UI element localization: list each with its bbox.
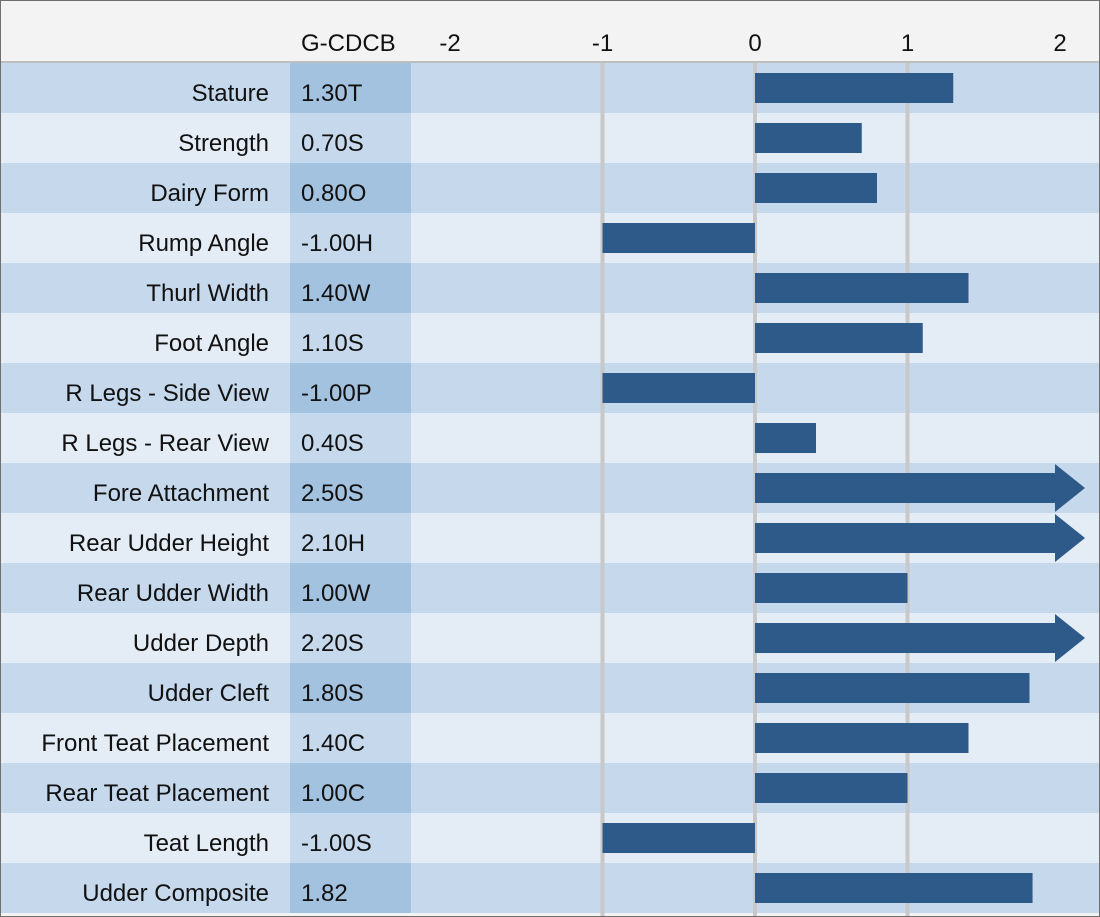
value-cell: [290, 813, 411, 863]
value-label: 1.82: [301, 880, 348, 907]
header-band: [1, 1, 1099, 62]
category-label: Front Teat Placement: [41, 730, 269, 757]
category-label: Thurl Width: [146, 280, 269, 307]
value-cell: [290, 563, 411, 613]
value-label: -1.00P: [301, 380, 372, 407]
value-cell: [290, 763, 411, 813]
value-cell: [290, 113, 411, 163]
category-label: Rear Teat Placement: [45, 780, 269, 807]
value-cell: [290, 463, 411, 513]
value-label: 0.40S: [301, 430, 364, 457]
bar: [755, 723, 969, 753]
value-label: 2.10H: [301, 530, 365, 557]
category-label: Udder Composite: [82, 880, 269, 907]
bar-overflow-arrow: [755, 464, 1085, 512]
row-band: [1, 363, 1099, 413]
category-label: Stature: [192, 80, 269, 107]
x-tick-label: -2: [439, 30, 460, 57]
x-tick-label: 1: [901, 30, 914, 57]
value-label: 1.30T: [301, 80, 363, 107]
row-band: [1, 563, 1099, 613]
value-label: 1.00W: [301, 580, 371, 607]
value-column-header: G-CDCB: [301, 30, 396, 57]
value-cell: [290, 413, 411, 463]
bar: [755, 323, 923, 353]
bar-overflow-arrow: [755, 514, 1085, 562]
row-band: [1, 413, 1099, 463]
bar-overflow-arrow: [755, 614, 1085, 662]
value-label: -1.00S: [301, 830, 372, 857]
value-cell: [290, 63, 411, 113]
value-label: 2.20S: [301, 630, 364, 657]
value-cell: [290, 263, 411, 313]
category-label: Rump Angle: [138, 230, 269, 257]
bar: [755, 273, 969, 303]
value-cell: [290, 663, 411, 713]
category-label: Dairy Form: [150, 180, 269, 207]
category-label: Udder Depth: [133, 630, 269, 657]
bar: [755, 173, 877, 203]
bar: [755, 423, 816, 453]
value-label: 1.80S: [301, 680, 364, 707]
value-cell: [290, 863, 411, 913]
category-label: Foot Angle: [154, 330, 269, 357]
value-cell: [290, 513, 411, 563]
bar: [755, 673, 1030, 703]
value-cell: [290, 713, 411, 763]
value-cell: [290, 363, 411, 413]
category-label: Teat Length: [144, 830, 269, 857]
category-label: Rear Udder Width: [77, 580, 269, 607]
value-label: 1.40C: [301, 730, 365, 757]
value-label: 0.70S: [301, 130, 364, 157]
bar: [602, 373, 755, 403]
bar: [755, 773, 908, 803]
bar: [602, 823, 755, 853]
category-label: Fore Attachment: [93, 480, 269, 507]
category-label: Strength: [178, 130, 269, 157]
bar: [755, 873, 1033, 903]
value-cell: [290, 163, 411, 213]
value-cell: [290, 213, 411, 263]
row-band: [1, 763, 1099, 813]
value-label: 1.10S: [301, 330, 364, 357]
value-label: -1.00H: [301, 230, 373, 257]
row-band: [1, 113, 1099, 163]
category-label: Rear Udder Height: [69, 530, 269, 557]
x-tick-label: -1: [592, 30, 613, 57]
value-label: 1.00C: [301, 780, 365, 807]
category-label: R Legs - Rear View: [61, 430, 269, 457]
row-band: [1, 813, 1099, 863]
category-label: Udder Cleft: [148, 680, 270, 707]
value-label: 1.40W: [301, 280, 371, 307]
bar: [755, 73, 954, 103]
x-tick-label: 0: [748, 30, 761, 57]
bar: [755, 123, 862, 153]
row-band: [1, 163, 1099, 213]
value-label: 0.80O: [301, 180, 366, 207]
bar: [755, 573, 908, 603]
value-label: 2.50S: [301, 480, 364, 507]
x-tick-label: 2: [1053, 30, 1066, 57]
bar: [602, 223, 755, 253]
row-band: [1, 213, 1099, 263]
value-cell: [290, 613, 411, 663]
value-cell: [290, 313, 411, 363]
category-label: R Legs - Side View: [65, 380, 269, 407]
